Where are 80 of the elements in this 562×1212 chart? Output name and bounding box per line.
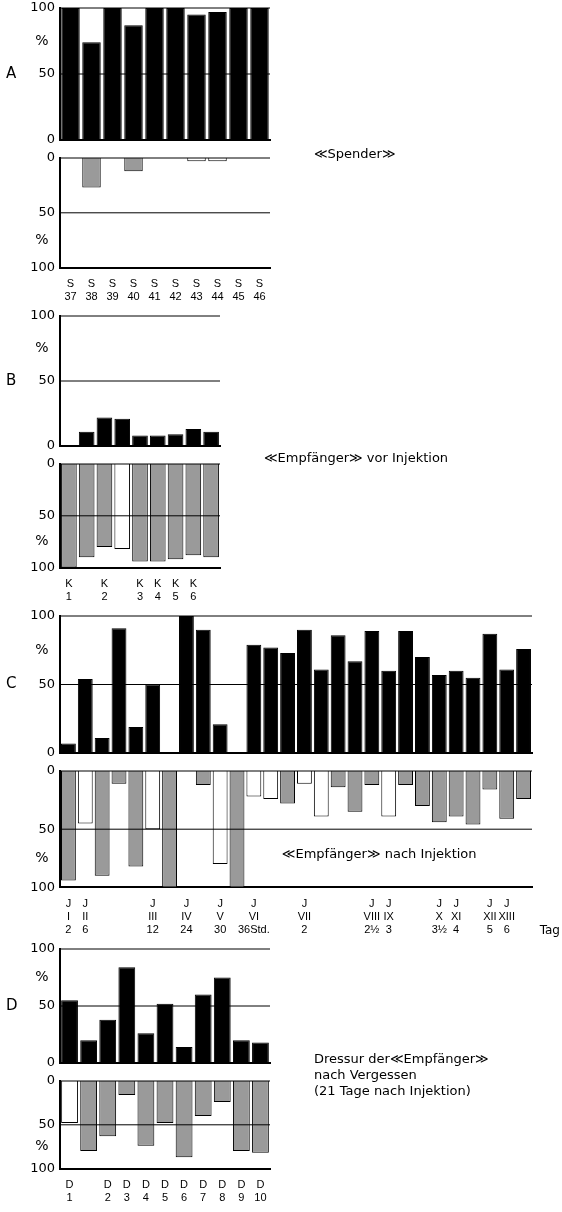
y-tick-label: 0 (46, 1054, 55, 1070)
x-tick-label: K 2 (100, 577, 109, 603)
x-axis-title: Tag (538, 923, 560, 938)
y-tick-label: 100 (30, 607, 55, 623)
x-tick-label: D 3 (122, 1178, 131, 1204)
x-tick-label: J III 12 (146, 897, 159, 936)
y-axis-title: % (35, 31, 49, 48)
y-tick-label: 100 (30, 307, 55, 323)
x-tick-label: D 9 (237, 1178, 246, 1204)
text: B (6, 370, 17, 389)
y-axis-title: % (35, 230, 49, 247)
y-axis-title: % (35, 640, 49, 657)
x-tick-label: J X 3½ (431, 897, 447, 936)
y-tick-label: 0 (46, 762, 55, 778)
x-tick-label: S 38 (85, 277, 98, 303)
y-axis-title: % (35, 968, 49, 985)
y-axis-title: % (35, 339, 49, 356)
x-tick-label: J XIII 6 (498, 897, 515, 936)
x-tick-label: J VIII 2½ (363, 897, 381, 936)
y-axis-title: % (35, 848, 49, 865)
x-tick-label: S 43 (190, 277, 203, 303)
x-tick-label: S 42 (169, 277, 182, 303)
x-tick-label: K 1 (65, 577, 74, 603)
text: ≪Empfänger≫ vor Injektion (264, 449, 449, 467)
y-axis-title: % (35, 1137, 49, 1154)
x-tick-label: K 4 (154, 577, 163, 603)
x-tick-label: S 44 (211, 277, 224, 303)
x-tick-label: D 6 (180, 1178, 189, 1204)
x-tick-label: D 10 (254, 1178, 267, 1204)
x-tick-label: S 37 (64, 277, 77, 303)
x-tick-label: J XII 5 (483, 897, 497, 936)
text: A (6, 63, 17, 82)
x-tick-label: K 6 (189, 577, 198, 603)
y-tick-label: 100 (30, 940, 55, 956)
y-tick-label: 0 (46, 437, 55, 453)
x-tick-label: S 40 (127, 277, 140, 303)
text: C (6, 674, 17, 693)
y-tick-label: 50 (38, 820, 55, 836)
y-tick-label: 0 (46, 1072, 55, 1088)
x-tick-label: J IV 24 (180, 897, 193, 936)
y-tick-label: 100 (30, 558, 55, 574)
x-tick-label: K 3 (136, 577, 145, 603)
x-tick-label: D 8 (218, 1178, 227, 1204)
y-tick-label: 100 (30, 878, 55, 894)
x-tick-label: S 41 (148, 277, 161, 303)
x-tick-label: S 46 (253, 277, 266, 303)
y-tick-label: 100 (30, 258, 55, 274)
x-tick-label: D 7 (199, 1178, 208, 1204)
x-tick-label: D 2 (103, 1178, 112, 1204)
y-tick-label: 0 (46, 131, 55, 147)
x-tick-label: J I 2 (65, 897, 72, 936)
annotation: ≪Empfänger≫ nach Injektion (281, 846, 477, 862)
y-tick-label: 100 (30, 0, 55, 15)
text: D (6, 995, 18, 1014)
x-tick-label: S 39 (106, 277, 119, 303)
y-tick-label: 50 (38, 675, 55, 691)
text: Dressur der≪Empfänger≫ nach Vergessen (21 Tage nach Injektion) (314, 1050, 489, 1100)
x-tick-label: S 45 (232, 277, 245, 303)
y-tick-label: 0 (46, 744, 55, 760)
y-tick-label: 0 (46, 149, 55, 165)
x-tick-label: J VII 2 (297, 897, 312, 936)
y-tick-label: 50 (38, 204, 55, 220)
x-tick-label: D 5 (161, 1178, 170, 1204)
y-tick-label: 50 (38, 997, 55, 1013)
y-tick-label: 0 (46, 455, 55, 471)
x-tick-label: K 5 (171, 577, 180, 603)
x-tick-label: J VI 36Std. (237, 897, 270, 936)
x-tick-label: J XI 4 (450, 897, 462, 936)
y-tick-label: 50 (38, 372, 55, 388)
y-tick-label: 50 (38, 65, 55, 81)
y-tick-label: 50 (38, 1116, 55, 1132)
x-tick-label: J V 30 (214, 897, 227, 936)
text: ≪Spender≫ (314, 145, 396, 163)
x-tick-label: D 4 (141, 1178, 150, 1204)
y-axis-title: % (35, 532, 49, 549)
x-tick-label: D 1 (65, 1178, 74, 1204)
x-tick-label: J IX 3 (383, 897, 395, 936)
y-tick-label: 50 (38, 507, 55, 523)
y-tick-label: 100 (30, 1159, 55, 1175)
x-tick-label: J II 6 (82, 897, 89, 936)
